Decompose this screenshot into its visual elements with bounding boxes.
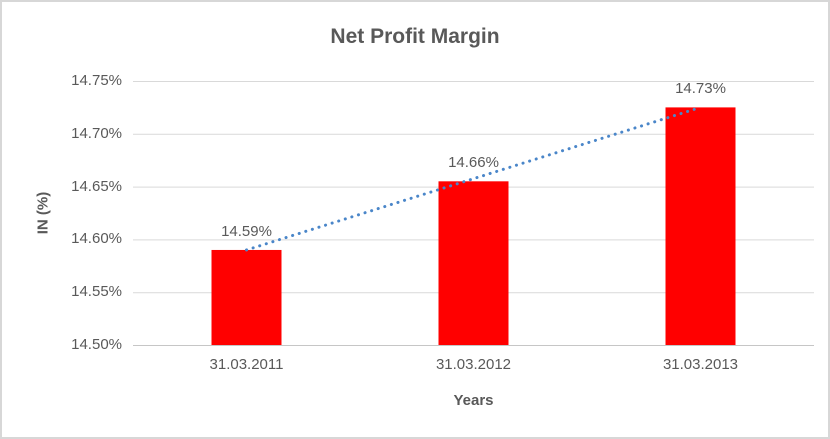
bar	[438, 181, 509, 345]
bar	[665, 107, 736, 346]
chart-title: Net Profit Margin	[330, 25, 500, 48]
bar	[211, 249, 282, 345]
x-axis-title: Years	[453, 392, 494, 409]
